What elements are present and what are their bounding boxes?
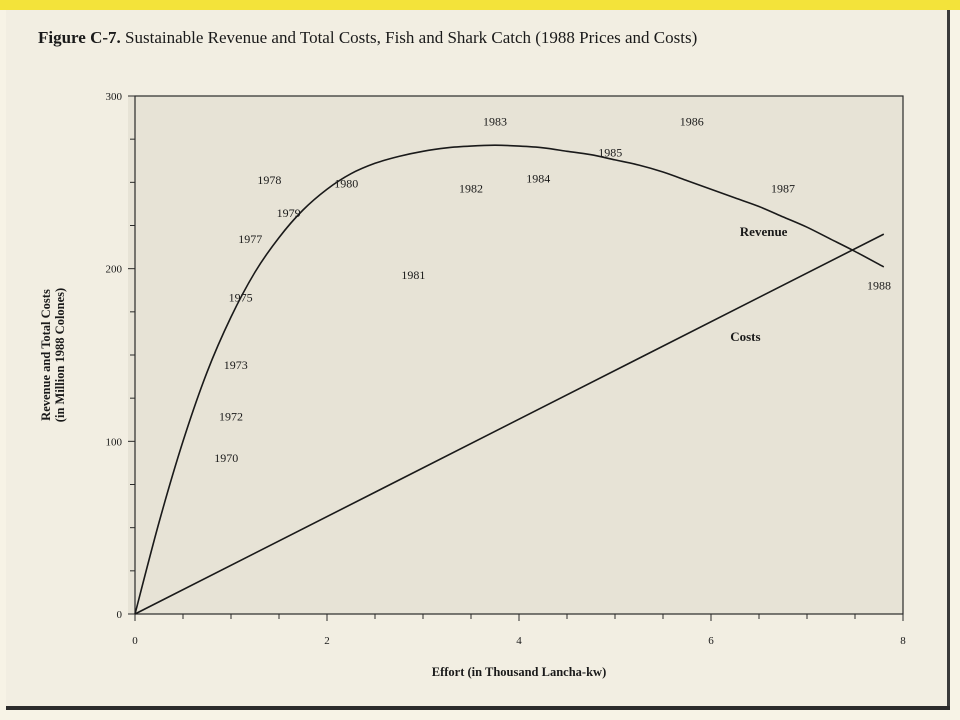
y-axis-title-line1: Revenue and Total Costs [39, 289, 53, 421]
series-label-revenue: Revenue [740, 224, 788, 239]
y-tick-label: 100 [106, 436, 123, 448]
labels-layer: 1970 1972 1973 1975 1977 1978 1979 1980 1981 1982… [214, 114, 891, 465]
year-label: 1977 [238, 232, 262, 246]
year-label: 1975 [229, 290, 253, 304]
year-label: 1986 [680, 114, 704, 128]
x-tick-label: 4 [516, 635, 522, 647]
y-axis-title-line2: (in Million 1988 Colones) [53, 288, 67, 422]
year-label: 1985 [598, 145, 622, 159]
year-label: 1982 [459, 182, 483, 196]
series-line-revenue [134, 144, 885, 615]
series-line-costs [134, 233, 885, 615]
y-axis-title: Revenue and Total Costs (in Million 1988… [39, 288, 67, 422]
y-tick-label: 200 [106, 264, 123, 276]
year-label: 1970 [214, 451, 238, 465]
y-tick-label: 300 [106, 91, 123, 103]
year-label: 1978 [257, 173, 281, 187]
x-tick-label: 6 [708, 635, 714, 647]
x-axis-title: Effort (in Thousand Lancha-kw) [432, 665, 606, 679]
plot-area [128, 96, 903, 614]
year-label: 1979 [277, 206, 301, 220]
y-tick-label: 0 [117, 609, 123, 621]
x-tick-label: 0 [132, 635, 138, 647]
top-highlight-band [0, 0, 960, 10]
year-label: 1983 [483, 114, 507, 128]
year-label: 1973 [224, 358, 248, 372]
year-label: 1972 [219, 410, 243, 424]
x-tick-label: 2 [324, 635, 330, 647]
figure-label: Figure C-7. [38, 28, 121, 47]
x-tick-label: 8 [900, 635, 906, 647]
year-label: 1984 [526, 171, 550, 185]
year-label: 1987 [771, 182, 795, 196]
series-layer [134, 144, 885, 615]
figure-title-text: Sustainable Revenue and Total Costs, Fis… [125, 28, 698, 47]
year-label: 1980 [334, 177, 358, 191]
year-label: 1988 [867, 278, 891, 292]
figure-title: Figure C-7. Sustainable Revenue and Tota… [38, 28, 697, 48]
year-label: 1981 [401, 268, 425, 282]
axes: 0 2 4 6 8 0 100 200 300 [106, 91, 907, 647]
series-label-costs: Costs [730, 329, 760, 344]
bottom-border [6, 706, 950, 710]
